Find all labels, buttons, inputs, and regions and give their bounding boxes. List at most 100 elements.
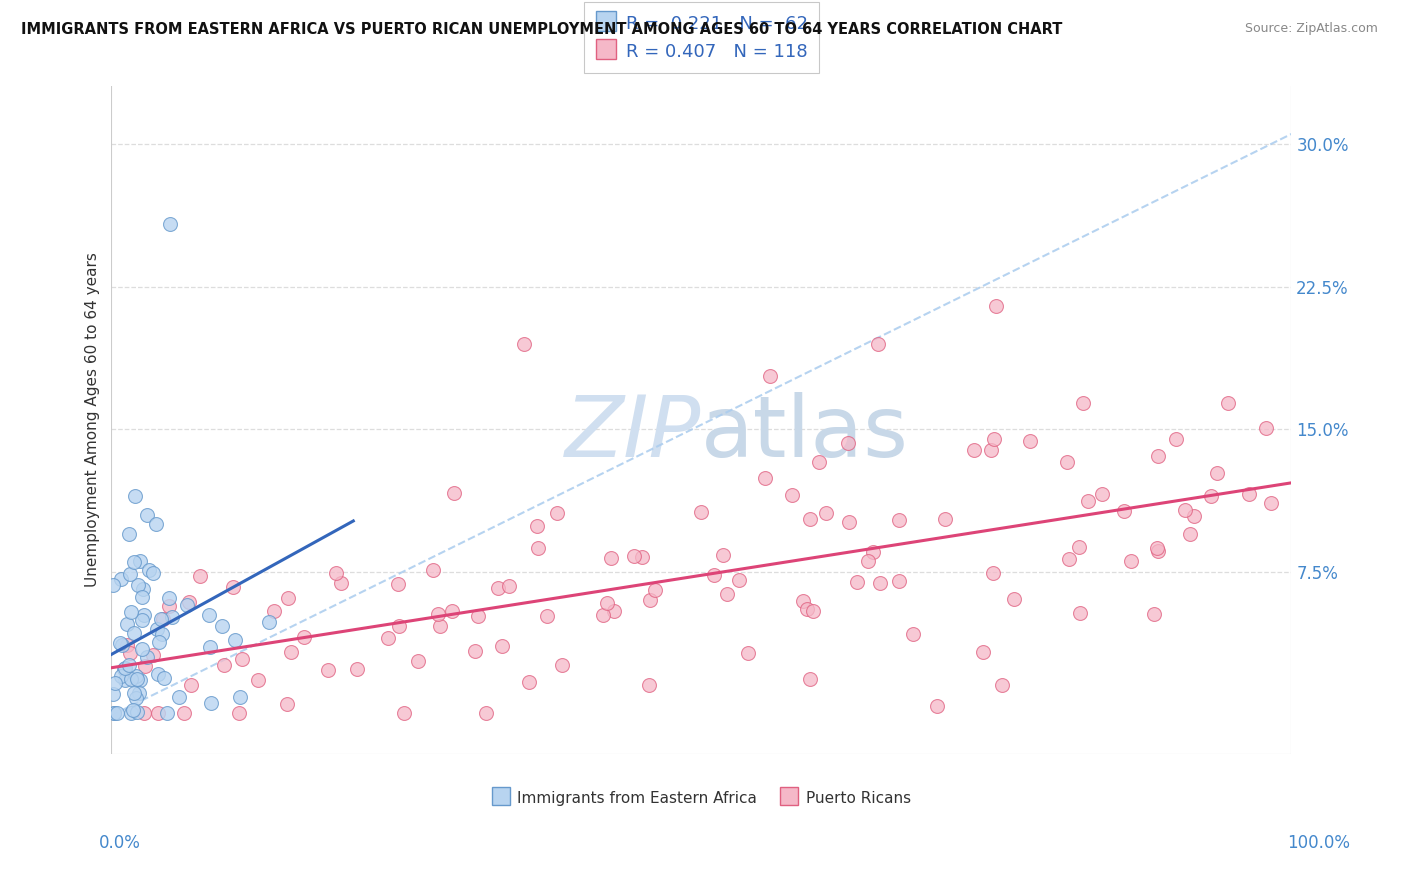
- Point: [120, 672, 142, 686]
- Point: [526, 541, 548, 556]
- Point: [406, 654, 429, 668]
- Y-axis label: Unemployment Among Ages 60 to 64 years: Unemployment Among Ages 60 to 64 years: [86, 252, 100, 587]
- Point: [263, 604, 285, 618]
- Point: [122, 625, 145, 640]
- Point: [129, 554, 152, 568]
- Point: [728, 574, 751, 588]
- Point: [138, 562, 160, 576]
- Point: [1216, 396, 1239, 410]
- Point: [228, 706, 250, 721]
- Point: [148, 667, 170, 681]
- Point: [801, 604, 824, 618]
- Point: [1143, 607, 1166, 621]
- Point: [422, 564, 444, 578]
- Point: [212, 658, 235, 673]
- Point: [110, 572, 132, 586]
- Point: [689, 505, 711, 519]
- Point: [711, 548, 734, 562]
- Point: [638, 678, 661, 692]
- Point: [981, 566, 1004, 581]
- Point: [592, 608, 614, 623]
- Point: [486, 581, 509, 595]
- Point: [1077, 493, 1099, 508]
- Point: [246, 673, 269, 687]
- Point: [467, 609, 489, 624]
- Point: [135, 508, 157, 523]
- Point: [464, 644, 486, 658]
- Point: [796, 602, 818, 616]
- Point: [222, 580, 245, 594]
- Point: [799, 672, 821, 686]
- Point: [1178, 526, 1201, 541]
- Point: [132, 582, 155, 597]
- Point: [124, 489, 146, 503]
- Point: [837, 435, 859, 450]
- Point: [387, 577, 409, 591]
- Point: [703, 567, 725, 582]
- Point: [1256, 421, 1278, 435]
- Point: [231, 652, 253, 666]
- Point: [198, 607, 221, 622]
- Point: [517, 674, 540, 689]
- Point: [125, 669, 148, 683]
- Point: [599, 550, 621, 565]
- Point: [131, 614, 153, 628]
- Text: ZIP: ZIP: [565, 392, 702, 475]
- Point: [229, 690, 252, 704]
- Point: [105, 706, 128, 721]
- Text: 0.0%: 0.0%: [98, 834, 141, 852]
- Point: [346, 662, 368, 676]
- Point: [1199, 490, 1222, 504]
- Point: [325, 566, 347, 580]
- Point: [211, 619, 233, 633]
- Point: [427, 607, 450, 621]
- Point: [526, 519, 548, 533]
- Point: [148, 706, 170, 721]
- Point: [108, 636, 131, 650]
- Point: [1112, 504, 1135, 518]
- Point: [1182, 509, 1205, 524]
- Point: [546, 507, 568, 521]
- Point: [224, 632, 246, 647]
- Point: [149, 612, 172, 626]
- Point: [963, 443, 986, 458]
- Point: [737, 647, 759, 661]
- Point: [142, 566, 165, 580]
- Point: [1146, 541, 1168, 555]
- Text: 100.0%: 100.0%: [1286, 834, 1350, 852]
- Point: [142, 648, 165, 662]
- Point: [122, 703, 145, 717]
- Point: [118, 646, 141, 660]
- Point: [120, 605, 142, 619]
- Point: [200, 696, 222, 710]
- Legend: Immigrants from Eastern Africa, Puerto Ricans: Immigrants from Eastern Africa, Puerto R…: [485, 782, 917, 813]
- Point: [887, 574, 910, 589]
- Point: [1174, 503, 1197, 517]
- Point: [110, 669, 132, 683]
- Point: [148, 635, 170, 649]
- Point: [292, 630, 315, 644]
- Point: [157, 591, 180, 605]
- Point: [114, 661, 136, 675]
- Point: [1071, 395, 1094, 409]
- Point: [792, 594, 814, 608]
- Point: [1237, 487, 1260, 501]
- Point: [443, 485, 465, 500]
- Point: [1147, 450, 1170, 464]
- Point: [869, 576, 891, 591]
- Point: [277, 591, 299, 605]
- Point: [145, 517, 167, 532]
- Point: [114, 673, 136, 688]
- Point: [125, 691, 148, 706]
- Point: [1057, 551, 1080, 566]
- Point: [551, 658, 574, 673]
- Point: [118, 527, 141, 541]
- Point: [153, 671, 176, 685]
- Point: [160, 610, 183, 624]
- Point: [111, 638, 134, 652]
- Point: [316, 663, 339, 677]
- Point: [862, 545, 884, 559]
- Point: [180, 678, 202, 692]
- Point: [125, 672, 148, 686]
- Point: [934, 512, 956, 526]
